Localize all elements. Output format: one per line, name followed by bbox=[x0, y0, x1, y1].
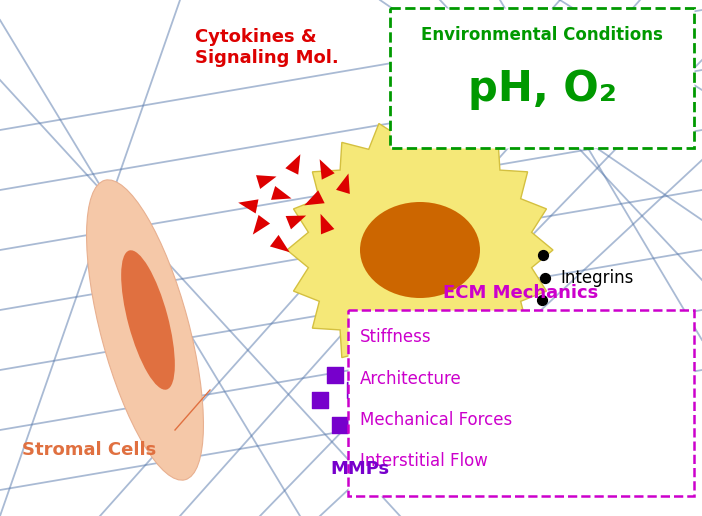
Point bbox=[399, 404, 411, 412]
Text: ECM Mechanics: ECM Mechanics bbox=[444, 284, 599, 302]
Point bbox=[390, 346, 401, 354]
Text: Architecture: Architecture bbox=[360, 369, 462, 388]
Polygon shape bbox=[304, 190, 324, 205]
Polygon shape bbox=[321, 214, 334, 234]
Point bbox=[314, 396, 326, 404]
Point bbox=[350, 386, 361, 394]
Point bbox=[359, 356, 371, 364]
Ellipse shape bbox=[86, 180, 204, 480]
Point bbox=[538, 251, 549, 259]
Point bbox=[539, 274, 550, 282]
Point bbox=[369, 411, 380, 419]
Polygon shape bbox=[253, 215, 270, 235]
Text: Mechanical Forces: Mechanical Forces bbox=[360, 411, 512, 429]
Point bbox=[334, 421, 345, 429]
Point bbox=[379, 381, 390, 389]
Point bbox=[409, 366, 420, 374]
Point bbox=[536, 296, 548, 304]
Polygon shape bbox=[271, 186, 291, 200]
Text: pH, O₂: pH, O₂ bbox=[468, 68, 616, 110]
Polygon shape bbox=[285, 154, 300, 174]
Polygon shape bbox=[270, 235, 290, 252]
Polygon shape bbox=[336, 173, 350, 194]
Polygon shape bbox=[319, 159, 335, 180]
FancyBboxPatch shape bbox=[348, 310, 694, 496]
Polygon shape bbox=[287, 117, 553, 383]
Text: Interstitial Flow: Interstitial Flow bbox=[360, 453, 488, 471]
Text: Stiffness: Stiffness bbox=[360, 328, 432, 346]
FancyBboxPatch shape bbox=[390, 8, 694, 148]
Ellipse shape bbox=[360, 202, 480, 298]
Text: MMPs: MMPs bbox=[331, 460, 390, 478]
Polygon shape bbox=[256, 175, 277, 189]
Text: Stromal Cells: Stromal Cells bbox=[22, 441, 157, 459]
Text: Integrins: Integrins bbox=[560, 269, 633, 287]
Polygon shape bbox=[238, 199, 258, 214]
Polygon shape bbox=[286, 216, 306, 229]
Point bbox=[329, 371, 340, 379]
Text: Cytokines &
Signaling Mol.: Cytokines & Signaling Mol. bbox=[195, 28, 339, 67]
Ellipse shape bbox=[121, 250, 175, 390]
Text: Environmental Conditions: Environmental Conditions bbox=[421, 26, 663, 44]
